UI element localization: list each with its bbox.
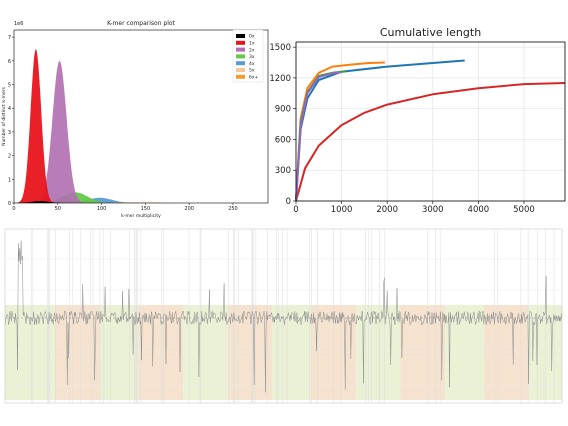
chart1-y-tick-label: 0 [8, 201, 11, 207]
chart2-y-tick-label: 900 [275, 105, 291, 115]
legend-label-1x: 1x [249, 41, 255, 47]
chart2-x-tick-label: 1000 [331, 205, 353, 215]
chart1-legend-box [232, 29, 264, 83]
chart1-y-scale: 1e6 [14, 21, 23, 27]
chart2-frame [295, 41, 566, 202]
chart1-y-tick-label: 4 [8, 106, 11, 112]
chart1-x-tick-label: 100 [97, 206, 107, 212]
chart1-x-tick-label: 150 [141, 206, 151, 212]
legend-label-5x: 5x [249, 68, 255, 74]
legend-label-4x: 4x [249, 61, 255, 67]
kmer-area-1x [14, 49, 242, 203]
legend-swatch-5x [236, 68, 245, 72]
coverage-trace [4, 240, 562, 393]
coverage-band-1 [55, 305, 100, 400]
chart2-title: Cumulative length [380, 26, 481, 39]
chart1-x-axis-label: k-mer multiplicity [121, 213, 161, 219]
chart2-y-tick-label: 1500 [269, 43, 291, 53]
legend-swatch-4x [236, 61, 245, 66]
cumulative-line-3 [295, 70, 347, 202]
cumulative-line-1 [295, 59, 465, 202]
chart1-y-tick-label: 3 [8, 130, 11, 136]
chart1-frame [13, 29, 269, 204]
chart1-x-tick-label: 200 [184, 206, 194, 212]
cumulative-line-2 [295, 61, 385, 202]
chart2-x-tick-label: 0 [293, 205, 298, 215]
cumulative-line-0 [295, 82, 566, 202]
chart1-y-tick-label: 2 [8, 154, 11, 160]
chart2-y-tick-label: 600 [275, 135, 291, 145]
chart1-y-tick-label: 5 [8, 83, 11, 89]
chart2-x-tick-label: 4000 [468, 205, 490, 215]
chart2-x-tick-label: 3000 [422, 205, 444, 215]
chart1-title: K-mer comparison plot [107, 20, 175, 27]
chart1-x-tick-label: 250 [228, 206, 238, 212]
chart2-y-tick-label: 300 [275, 166, 291, 176]
legend-label-6x+: 6x+ [249, 75, 259, 81]
legend-label-2x: 2x [249, 47, 255, 53]
chart1-x-tick-label: 0 [12, 206, 15, 212]
chart2-y-tick-label: 1200 [269, 74, 291, 84]
chart1-y-tick-label: 1 [8, 177, 11, 183]
kmer-area-5x [14, 202, 242, 203]
legend-swatch-0x [236, 34, 245, 38]
chart3-frame [4, 228, 563, 404]
coverage-band-0 [5, 305, 56, 400]
coverage-band-6 [272, 305, 312, 400]
coverage-band-4 [183, 305, 228, 400]
chart2-x-tick-label: 2000 [376, 205, 398, 215]
kmer-area-2x [14, 60, 242, 203]
chart1-y-tick-label: 7 [8, 35, 11, 41]
chart1-x-tick-label: 50 [55, 206, 61, 212]
chart2-x-tick-label: 5000 [513, 205, 535, 215]
cumulative-line-4 [295, 71, 342, 202]
chart2-y-tick-label: 0 [286, 197, 291, 207]
coverage-band-9 [400, 305, 446, 400]
chart1-y-axis-label: Number of distinct k-mers [1, 86, 7, 145]
legend-swatch-1x [236, 40, 245, 45]
legend-label-0x: 0x [249, 34, 255, 40]
legend-swatch-6x+ [236, 74, 245, 79]
legend-swatch-3x [236, 54, 245, 59]
chart1-y-tick-label: 6 [8, 59, 11, 65]
legend-label-3x: 3x [249, 54, 255, 60]
legend-swatch-2x [236, 47, 245, 52]
